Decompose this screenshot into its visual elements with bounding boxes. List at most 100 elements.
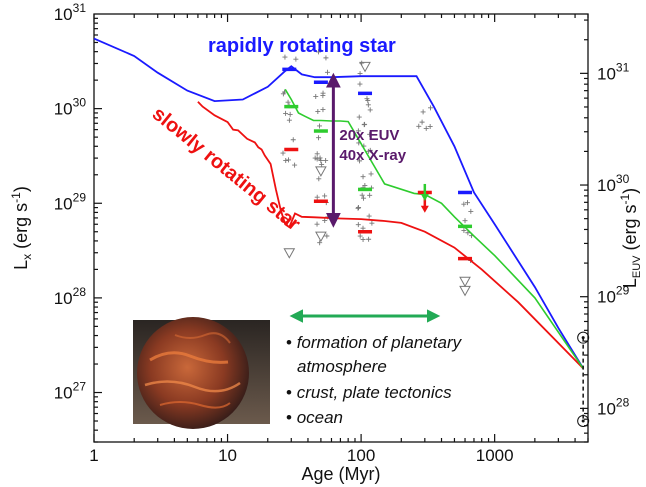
- upper-limit-marker: [359, 61, 371, 73]
- rapid-rotator-curve: [93, 37, 584, 369]
- scatter-point: [360, 225, 366, 231]
- axis-ticks: [93, 14, 589, 443]
- scatter-point: [314, 151, 320, 157]
- scatter-point: [356, 204, 362, 210]
- scatter-point: [283, 158, 289, 164]
- scatter-point: [423, 125, 429, 131]
- scatter-point: [367, 107, 373, 113]
- scatter-point: [468, 208, 474, 214]
- scatter-point: [355, 205, 361, 211]
- upper-limit-marker: [459, 285, 471, 297]
- y-tick-label: 1029: [54, 190, 87, 213]
- upper-limit-marker: [315, 166, 327, 177]
- sun-range-dot: [581, 419, 585, 423]
- scatter-point: [365, 102, 371, 108]
- scatter-point: [355, 128, 361, 134]
- x-tick-label: 1000: [476, 446, 514, 465]
- scatter-point: [357, 233, 363, 239]
- scatter-point: [317, 123, 323, 129]
- scatter-point: [367, 131, 373, 137]
- scatter-point: [292, 162, 298, 168]
- scatter-point: [319, 162, 325, 168]
- scatter-point: [419, 119, 425, 125]
- scatter-point: [315, 49, 321, 55]
- note-line: • formation of planetary: [286, 333, 463, 352]
- y-tick-label: 1030: [54, 96, 87, 119]
- scatter-point: [357, 158, 363, 164]
- slow-rotator-curve: [197, 101, 584, 370]
- scatter-point: [324, 69, 330, 75]
- note-line: • ocean: [286, 408, 343, 427]
- scatter-point: [324, 233, 330, 239]
- scatter-point: [314, 194, 320, 200]
- scatter-point: [287, 111, 293, 117]
- scatter-point: [368, 171, 374, 177]
- scatter-point: [282, 54, 288, 60]
- x-tick-label: 1: [89, 446, 98, 465]
- scatter-point: [428, 105, 434, 111]
- limit-arrow-head: [420, 193, 429, 201]
- scatter-point: [320, 107, 326, 113]
- scatter-point: [462, 218, 468, 224]
- scatter-point: [367, 192, 373, 198]
- scatter-point: [461, 201, 467, 207]
- right-y-tick-label: 1030: [597, 172, 630, 195]
- scatter-point: [313, 94, 319, 100]
- scatter-point: [286, 117, 292, 123]
- x-tick-label: 10: [218, 446, 237, 465]
- scatter-point: [323, 157, 329, 163]
- note-line: atmosphere: [297, 357, 387, 376]
- scatter-point: [360, 174, 366, 180]
- scatter-point: [286, 157, 292, 163]
- note-line: • crust, plate tectonics: [286, 383, 452, 402]
- scatter-point: [315, 108, 321, 114]
- data-markers: [282, 61, 473, 297]
- scatter-point: [369, 220, 375, 226]
- scatter-point: [427, 124, 433, 130]
- right-y-tick-label: 1031: [597, 60, 630, 83]
- planet-image: [133, 317, 270, 429]
- scatter-point: [318, 158, 324, 164]
- upper-limit-marker: [459, 276, 471, 288]
- intermediate-rotator-curve: [284, 88, 584, 369]
- scatter-point: [323, 55, 329, 61]
- upper-limit-marker: [315, 231, 327, 243]
- rapid-rotator-label: rapidly rotating star: [208, 35, 396, 57]
- scatter-point: [355, 222, 361, 228]
- y-tick-label: 1027: [54, 380, 87, 403]
- notes-list: • formation of planetary atmosphere • crus…: [286, 333, 463, 427]
- right-y-axis-title: LEUV (erg s-1): [618, 188, 643, 288]
- spread-label-euv: 20x EUV: [339, 127, 399, 144]
- scatter-point: [283, 110, 289, 116]
- right-y-tick-label: 1028: [597, 395, 630, 418]
- scatter-point: [357, 81, 363, 87]
- scatter-point: [317, 240, 323, 246]
- scatter-point: [357, 71, 363, 77]
- scatter-point: [366, 236, 372, 242]
- scatter-point: [364, 96, 370, 102]
- y-tick-label: 1031: [54, 1, 87, 24]
- scatter-point: [314, 221, 320, 227]
- scatter-point: [360, 237, 366, 243]
- scatter-point: [365, 148, 371, 154]
- upper-limit-marker: [283, 248, 296, 259]
- scatter-point: [312, 155, 318, 161]
- scatter-point: [316, 135, 322, 141]
- scatter-point: [366, 213, 372, 219]
- sun-range-circle: [577, 331, 590, 344]
- scatter-point: [362, 121, 368, 127]
- x-tick-label: 100: [347, 446, 375, 465]
- scatter-point: [361, 195, 367, 201]
- scatter-point: [293, 56, 299, 62]
- scatter-point: [285, 99, 291, 105]
- spread-label-xray: 40x X-ray: [339, 147, 406, 164]
- y-axis-title: Lx (erg s-1): [9, 186, 34, 270]
- y-tick-label: 1028: [54, 285, 87, 308]
- slow-rotator-label: slowly rotating star: [148, 103, 305, 236]
- scatter-point: [465, 200, 471, 206]
- present-sun-range: [577, 331, 590, 428]
- scatter-point: [322, 193, 328, 199]
- scatter-point: [359, 192, 365, 198]
- sun-range-circle: [577, 415, 590, 428]
